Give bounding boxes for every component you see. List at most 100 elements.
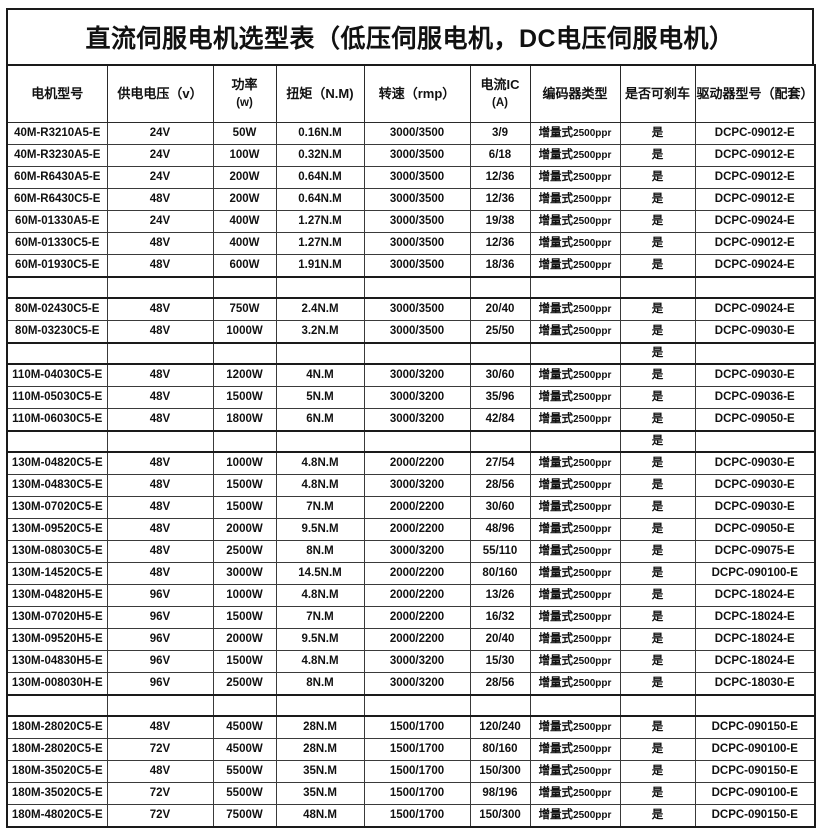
header-row: 电机型号 供电电压（v） 功率 (w) 扭矩（N.M) 转速（rmp） 电流IC (A) 编码器… bbox=[6, 64, 816, 123]
cell-voltage: 24V bbox=[106, 122, 214, 145]
table-row[interactable]: 130M-008030H-E 96V 2500W 8N.M 3000/3200 28/56… bbox=[6, 672, 816, 696]
cell-model: 60M-R6430A5-E bbox=[6, 166, 108, 189]
cell-voltage: 96V bbox=[106, 628, 214, 651]
cell-speed: 1500/1700 bbox=[363, 760, 471, 783]
table-row[interactable]: 130M-14520C5-E 48V 3000W 14.5N.M 2000/2200 80… bbox=[6, 562, 816, 585]
cell-brake: 是 bbox=[619, 254, 696, 278]
cell-power: 1500W bbox=[212, 474, 277, 497]
motor-selection-table: 电机型号 供电电压（v） 功率 (w) 扭矩（N.M) 转速（rmp） 电流IC (A) 编码器… bbox=[6, 64, 816, 828]
table-row[interactable]: 180M-48020C5-E 72V 7500W 48N.M 1500/1700 150/… bbox=[6, 804, 816, 828]
table-row[interactable]: 130M-08030C5-E 48V 2500W 8N.M 3000/3200 55/11… bbox=[6, 540, 816, 563]
encoder-type-label: 增量式 bbox=[538, 809, 574, 822]
table-row[interactable]: 110M-04030C5-E 48V 1200W 4N.M 3000/3200 30/60… bbox=[6, 363, 816, 387]
cell-brake: 是 bbox=[619, 562, 696, 585]
cell-voltage: 96V bbox=[106, 606, 214, 629]
cell-driver: DCPC-09012-E bbox=[694, 144, 816, 167]
table-row[interactable]: 80M-03230C5-E 48V 1000W 3.2N.M 3000/3500 25/5… bbox=[6, 320, 816, 344]
cell-driver bbox=[694, 430, 816, 453]
table-row[interactable]: 40M-R3210A5-E 24V 50W 0.16N.M 3000/3500 3/9 增量… bbox=[6, 122, 816, 145]
table-row[interactable]: 130M-04820C5-E 48V 1000W 4.8N.M 2000/2200 27/… bbox=[6, 451, 816, 475]
table-row[interactable]: 180M-35020C5-E 72V 5500W 35N.M 1500/1700 98/1… bbox=[6, 782, 816, 805]
cell-power: 7500W bbox=[212, 804, 277, 828]
cell-brake: 是 bbox=[619, 518, 696, 541]
table-row[interactable]: 130M-04820H5-E 96V 1000W 4.8N.M 2000/2200 13/… bbox=[6, 584, 816, 607]
encoder-resolution-label: 2500ppr bbox=[573, 216, 612, 228]
cell-power: 2000W bbox=[212, 518, 277, 541]
encoder-type-label: 增量式 bbox=[538, 589, 574, 602]
cell-speed: 3000/3500 bbox=[363, 297, 471, 321]
cell-brake: 是 bbox=[619, 715, 696, 739]
cell-encoder: 增量式2500ppr bbox=[529, 496, 621, 519]
cell-brake: 是 bbox=[619, 496, 696, 519]
cell-speed: 2000/2200 bbox=[363, 628, 471, 651]
cell-model bbox=[6, 694, 108, 717]
table-row[interactable]: 130M-09520H5-E 96V 2000W 9.5N.M 2000/2200 20/… bbox=[6, 628, 816, 651]
cell-voltage: 24V bbox=[106, 166, 214, 189]
table-row[interactable]: 110M-05030C5-E 48V 1500W 5N.M 3000/3200 35/96… bbox=[6, 386, 816, 409]
cell-current: 42/84 bbox=[469, 408, 531, 432]
cell-current: 16/32 bbox=[469, 606, 531, 629]
cell-power bbox=[212, 430, 277, 453]
cell-speed: 3000/3200 bbox=[363, 363, 471, 387]
table-row[interactable]: 40M-R3230A5-E 24V 100W 0.32N.M 3000/3500 6/18… bbox=[6, 144, 816, 167]
cell-torque bbox=[275, 430, 365, 453]
cell-speed: 3000/3200 bbox=[363, 672, 471, 696]
cell-brake: 是 bbox=[619, 804, 696, 828]
table-row[interactable]: 130M-07020C5-E 48V 1500W 7N.M 2000/2200 30/60… bbox=[6, 496, 816, 519]
cell-torque: 6N.M bbox=[275, 408, 365, 432]
column-header-current: 电流IC (A) bbox=[469, 64, 531, 123]
cell-speed: 3000/3200 bbox=[363, 408, 471, 432]
cell-current: 3/9 bbox=[469, 122, 531, 145]
cell-brake: 是 bbox=[619, 408, 696, 432]
cell-voltage: 48V bbox=[106, 297, 214, 321]
table-row[interactable]: 130M-04830C5-E 48V 1500W 4.8N.M 3000/3200 28/… bbox=[6, 474, 816, 497]
cell-torque: 48N.M bbox=[275, 804, 365, 828]
cell-torque: 35N.M bbox=[275, 782, 365, 805]
encoder-resolution-label: 2500ppr bbox=[573, 656, 612, 668]
encoder-resolution-label: 2500ppr bbox=[573, 524, 612, 536]
cell-torque: 4.8N.M bbox=[275, 650, 365, 673]
cell-brake: 是 bbox=[619, 451, 696, 475]
cell-encoder: 增量式2500ppr bbox=[529, 760, 621, 783]
cell-encoder: 增量式2500ppr bbox=[529, 715, 621, 739]
cell-speed: 2000/2200 bbox=[363, 496, 471, 519]
cell-current: 35/96 bbox=[469, 386, 531, 409]
cell-brake: 是 bbox=[619, 342, 696, 365]
table-row[interactable]: 60M-R6430C5-E 48V 200W 0.64N.M 3000/3500 12/3… bbox=[6, 188, 816, 211]
table-spacer-row bbox=[6, 694, 816, 717]
cell-voltage: 72V bbox=[106, 804, 214, 828]
table-row[interactable]: 60M-01930C5-E 48V 600W 1.91N.M 3000/3500 18/3… bbox=[6, 254, 816, 278]
cell-power: 4500W bbox=[212, 715, 277, 739]
cell-driver: DCPC-09030-E bbox=[694, 320, 816, 344]
table-header: 电机型号 供电电压（v） 功率 (w) 扭矩（N.M) 转速（rmp） 电流IC (A) 编码器… bbox=[6, 64, 816, 123]
cell-current: 20/40 bbox=[469, 628, 531, 651]
table-row[interactable]: 130M-04830H5-E 96V 1500W 4.8N.M 3000/3200 15/… bbox=[6, 650, 816, 673]
cell-driver bbox=[694, 276, 816, 299]
cell-power: 3000W bbox=[212, 562, 277, 585]
table-row[interactable]: 80M-02430C5-E 48V 750W 2.4N.M 3000/3500 20/40… bbox=[6, 297, 816, 321]
cell-speed: 2000/2200 bbox=[363, 451, 471, 475]
cell-encoder: 增量式2500ppr bbox=[529, 254, 621, 278]
cell-speed: 1500/1700 bbox=[363, 715, 471, 739]
table-row[interactable]: 110M-06030C5-E 48V 1800W 6N.M 3000/3200 42/84… bbox=[6, 408, 816, 432]
table-row[interactable]: 130M-07020H5-E 96V 1500W 7N.M 2000/2200 16/32… bbox=[6, 606, 816, 629]
cell-speed: 2000/2200 bbox=[363, 518, 471, 541]
cell-speed: 3000/3500 bbox=[363, 166, 471, 189]
encoder-type-label: 增量式 bbox=[538, 655, 574, 668]
table-body: 40M-R3210A5-E 24V 50W 0.16N.M 3000/3500 3/9 增量… bbox=[6, 122, 816, 828]
table-row[interactable]: 60M-R6430A5-E 24V 200W 0.64N.M 3000/3500 12/3… bbox=[6, 166, 816, 189]
cell-encoder: 增量式2500ppr bbox=[529, 518, 621, 541]
table-row[interactable]: 60M-01330C5-E 48V 400W 1.27N.M 3000/3500 12/3… bbox=[6, 232, 816, 255]
encoder-type-label: 增量式 bbox=[538, 545, 574, 558]
table-row[interactable]: 180M-35020C5-E 48V 5500W 35N.M 1500/1700 150/… bbox=[6, 760, 816, 783]
cell-model: 110M-06030C5-E bbox=[6, 408, 108, 432]
table-row[interactable]: 180M-28020C5-E 48V 4500W 28N.M 1500/1700 120/… bbox=[6, 715, 816, 739]
table-row[interactable]: 60M-01330A5-E 24V 400W 1.27N.M 3000/3500 19/3… bbox=[6, 210, 816, 233]
cell-torque: 7N.M bbox=[275, 496, 365, 519]
cell-model: 130M-04830C5-E bbox=[6, 474, 108, 497]
encoder-type-label: 增量式 bbox=[538, 369, 574, 382]
encoder-resolution-label: 2500ppr bbox=[573, 788, 612, 800]
table-row[interactable]: 130M-09520C5-E 48V 2000W 9.5N.M 2000/2200 48/… bbox=[6, 518, 816, 541]
cell-voltage: 24V bbox=[106, 144, 214, 167]
encoder-resolution-label: 2500ppr bbox=[573, 678, 612, 690]
